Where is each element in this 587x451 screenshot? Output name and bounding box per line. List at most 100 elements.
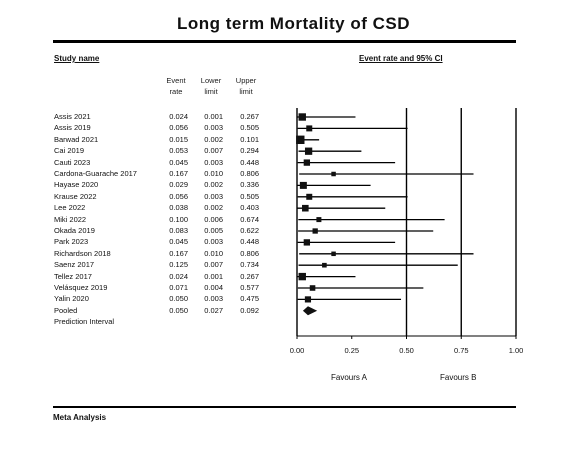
upper-limit-header: Upper limit	[235, 76, 257, 96]
study-name-cell: Hayase 2020	[54, 180, 99, 190]
upper-limit-cell: 0.505	[240, 123, 259, 133]
event-rate-cell: 0.100	[169, 214, 188, 224]
event-rate-cell: 0.056	[169, 191, 188, 201]
study-marker	[306, 193, 313, 200]
event-rate-header: Event rate	[166, 76, 186, 96]
study-name-cell: Cardona-Guarache 2017	[54, 169, 137, 178]
study-name-cell: Assis 2021	[54, 112, 91, 121]
upper-limit-cell: 0.806	[240, 169, 259, 178]
study-name-cell: Okada 2019	[54, 226, 95, 235]
study-name-cell: Richardson 2018	[54, 248, 111, 258]
x-tick-label: 0.75	[454, 346, 469, 355]
event-rate-cell: 0.029	[169, 180, 188, 190]
event-rate-cell: 0.053	[169, 146, 188, 156]
study-name-cell: Cauti 2023	[54, 157, 91, 167]
upper-limit-cell: 0.622	[240, 226, 259, 235]
event-rate-cell: 0.045	[169, 157, 188, 167]
study-name-cell: Park 2023	[54, 237, 89, 247]
study-name-cell: Saenz 2017	[54, 260, 95, 270]
prediction-interval-label: Prediction Interval	[54, 317, 115, 327]
x-tick-label: 0.50	[399, 346, 414, 355]
event-rate-cell: 0.056	[169, 123, 188, 133]
lower-limit-header: Lower limit	[200, 76, 222, 96]
x-tick-label: 0.25	[344, 346, 359, 355]
study-marker	[322, 262, 327, 268]
upper-limit-cell: 0.674	[240, 214, 259, 224]
x-tick-label: 1.00	[509, 346, 524, 355]
upper-limit-cell: 0.734	[240, 260, 259, 270]
event-rate-cell: 0.125	[169, 260, 188, 270]
bottom-rule	[53, 406, 516, 408]
upper-limit-cell: 0.475	[240, 294, 259, 304]
study-marker	[296, 135, 305, 145]
lower-limit-cell: 0.001	[204, 271, 223, 281]
study-marker	[302, 204, 309, 212]
study-name-cell: Pooled	[54, 305, 78, 315]
event-rate-cell: 0.167	[169, 169, 188, 178]
upper-limit-cell: 0.403	[240, 203, 259, 213]
study-marker	[316, 217, 322, 223]
lower-limit-cell: 0.004	[204, 283, 223, 292]
study-name-cell: Krause 2022	[54, 191, 97, 201]
upper-limit-cell: 0.577	[240, 283, 259, 292]
event-rate-cell: 0.083	[169, 226, 188, 235]
upper-limit-cell: 0.336	[240, 180, 259, 190]
lower-limit-cell: 0.002	[204, 180, 223, 190]
upper-limit-cell: 0.294	[240, 146, 259, 156]
lower-limit-cell: 0.007	[204, 260, 223, 270]
favours-a-label: Favours A	[331, 373, 368, 382]
study-name-cell: Assis 2019	[54, 123, 91, 133]
study-name-cell: Cai 2019	[54, 146, 85, 156]
chart-title: Long term Mortality of CSD	[176, 14, 411, 33]
study-marker	[298, 272, 306, 281]
lower-limit-cell: 0.005	[204, 226, 223, 235]
event-rate-cell: 0.167	[169, 248, 188, 258]
study-name-cell: Barwad 2021	[54, 134, 99, 144]
study-marker	[309, 285, 316, 291]
study-marker	[303, 159, 311, 166]
plot-header: Event rate and 95% CI	[359, 54, 443, 63]
upper-limit-cell: 0.092	[240, 305, 259, 315]
upper-limit-cell: 0.267	[240, 271, 259, 281]
footer-label: Meta Analysis	[53, 413, 107, 422]
event-rate-cell: 0.024	[169, 271, 188, 281]
upper-limit-cell: 0.505	[240, 191, 259, 201]
event-rate-cell: 0.038	[169, 203, 188, 213]
upper-limit-cell: 0.267	[240, 112, 259, 121]
favours-b-label: Favours B	[440, 373, 477, 382]
lower-limit-cell: 0.002	[204, 203, 223, 213]
study-marker	[303, 239, 311, 246]
event-rate-cell: 0.045	[169, 237, 188, 247]
lower-limit-cell: 0.003	[204, 123, 223, 133]
upper-limit-cell: 0.448	[240, 237, 259, 247]
study-name-cell: Yalin 2020	[54, 294, 89, 304]
lower-limit-cell: 0.006	[204, 214, 223, 224]
lower-limit-cell: 0.002	[204, 134, 223, 144]
lower-limit-cell: 0.003	[204, 191, 223, 201]
study-name-cell: Tellez 2017	[54, 271, 92, 281]
event-rate-cell: 0.015	[169, 134, 188, 144]
event-rate-cell: 0.024	[169, 112, 188, 121]
study-marker	[304, 147, 313, 155]
lower-limit-cell: 0.001	[204, 112, 223, 121]
study-name-cell: Miki 2022	[54, 214, 87, 224]
study-marker	[306, 125, 313, 132]
lower-limit-cell: 0.003	[204, 237, 223, 247]
study-marker	[312, 228, 318, 234]
study-name-cell: Lee 2022	[54, 203, 86, 213]
study-marker	[298, 113, 306, 121]
top-rule	[53, 40, 516, 43]
study-marker	[299, 181, 307, 189]
study-marker	[331, 251, 336, 257]
lower-limit-cell: 0.003	[204, 294, 223, 304]
pooled-diamond	[302, 306, 318, 316]
upper-limit-cell: 0.101	[240, 134, 259, 144]
lower-limit-cell: 0.003	[204, 157, 223, 167]
study-name-cell: Velásquez 2019	[54, 283, 108, 292]
study-marker	[331, 171, 336, 177]
x-tick-label: 0.00	[290, 346, 305, 355]
upper-limit-cell: 0.448	[240, 157, 259, 167]
lower-limit-cell: 0.010	[204, 169, 223, 178]
study-marker	[304, 296, 312, 303]
